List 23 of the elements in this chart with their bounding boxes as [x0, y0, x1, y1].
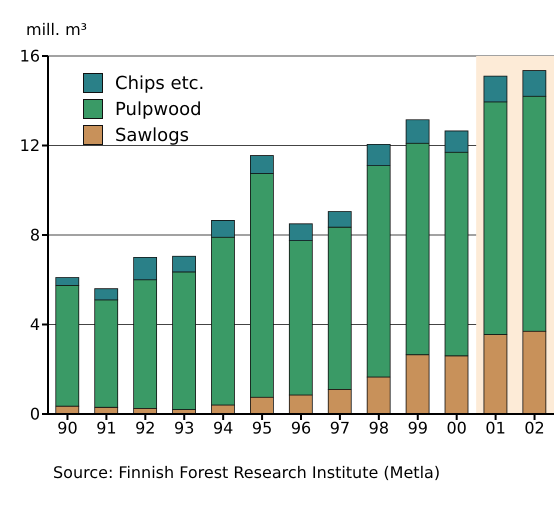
x-tick-label: 96 [290, 418, 312, 438]
legend-label: Pulpwood [115, 98, 202, 120]
x-tick-label: 00 [446, 418, 467, 438]
y-tick-label: 4 [30, 315, 40, 334]
legend-label: Sawlogs [115, 124, 189, 146]
x-tick-label: 90 [57, 418, 78, 438]
x-tick-label: 01 [485, 418, 506, 438]
y-axis-title: mill. m³ [26, 20, 88, 39]
y-tick-label: 0 [30, 404, 40, 424]
x-tick-label: 95 [252, 418, 272, 438]
legend-label: Chips etc. [115, 72, 204, 94]
x-tick-label: 91 [96, 418, 117, 438]
source-note: Source: Finnish Forest Research Institute (Metla) [53, 463, 440, 482]
y-tick-label: 16 [20, 46, 40, 66]
x-tick-label: 98 [368, 418, 390, 438]
y-tick-label: 12 [20, 136, 40, 156]
x-tick-label: 99 [408, 418, 428, 438]
x-tick-label: 97 [330, 418, 350, 438]
x-tick-label: 94 [212, 418, 234, 438]
x-tick-label: 02 [524, 418, 545, 438]
x-tick-label: 93 [174, 418, 194, 438]
y-tick-label: 8 [30, 226, 40, 245]
x-tick-label: 92 [135, 418, 156, 438]
